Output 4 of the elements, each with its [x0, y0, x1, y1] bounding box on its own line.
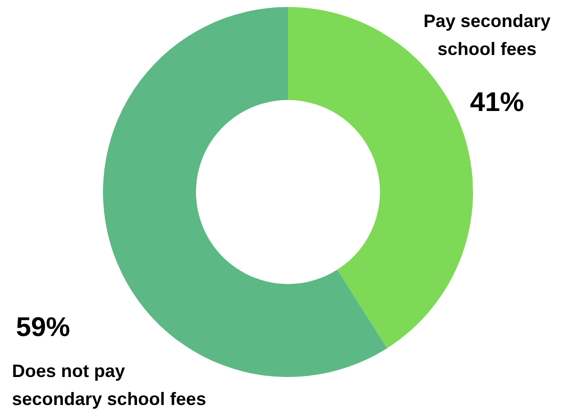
- data-label: 59%: [16, 312, 70, 342]
- slice-label: Does not pay secondary school fees: [12, 361, 206, 409]
- slice-label: Pay secondary school fees: [423, 11, 551, 59]
- data-label: 41%: [470, 87, 524, 117]
